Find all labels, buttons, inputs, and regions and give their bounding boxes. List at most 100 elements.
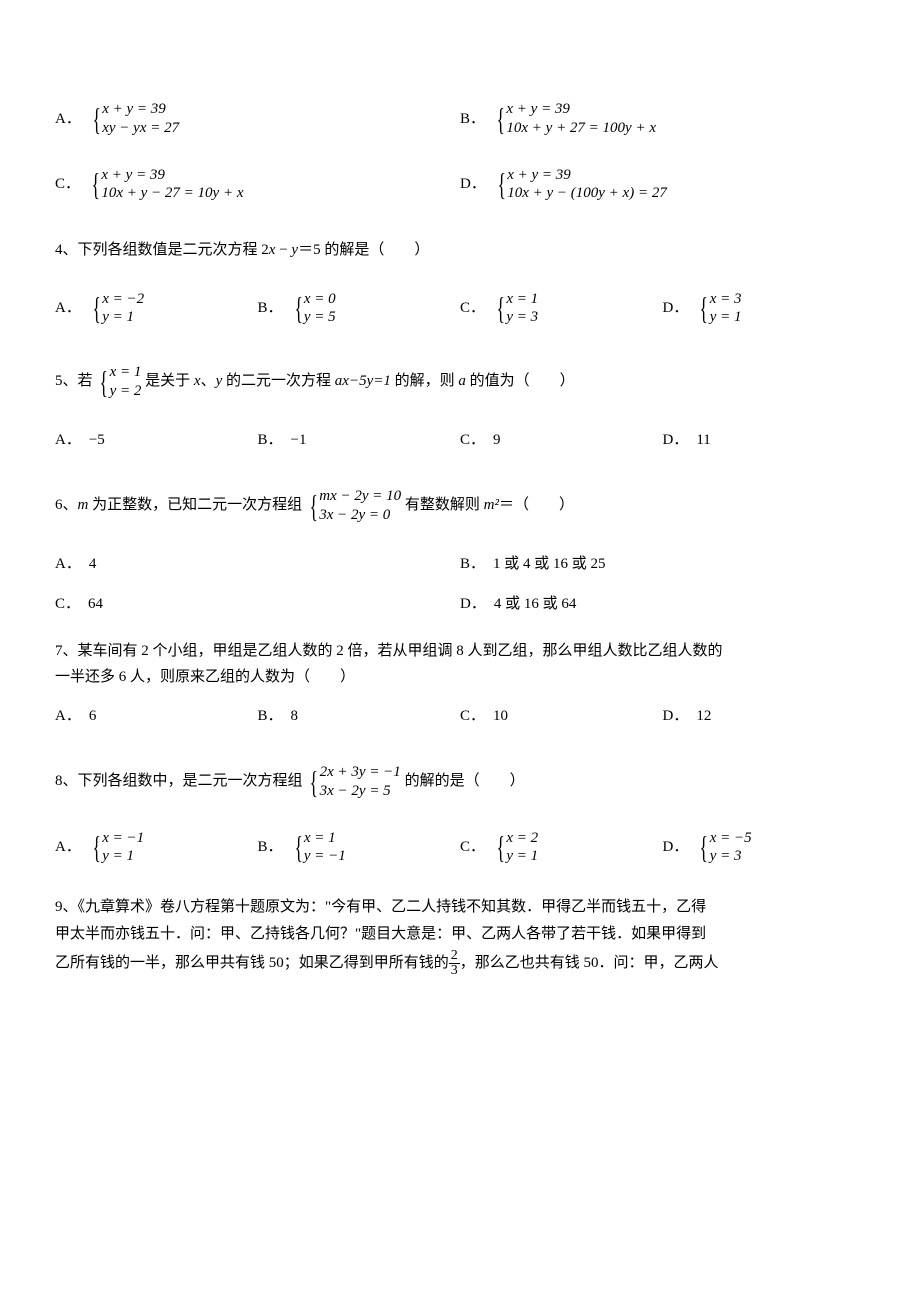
text: 4、下列各组数值是二元次方程 2 — [55, 242, 269, 258]
text-line: 乙所有钱的一半，那么甲共有钱 50；如果乙得到甲所有钱的23，那么乙也共有钱 5… — [55, 949, 865, 978]
q8-option-d: D． {x = −5y = 3 — [663, 829, 866, 867]
brace-icon: { — [496, 100, 504, 138]
option-label: A． — [55, 553, 81, 576]
q8-option-a: A． {x = −1y = 1 — [55, 829, 258, 867]
q3-option-c: C． { x + y = 39 10x + y − 27 = 10y + x — [55, 166, 460, 204]
q6-option-b: B．1 或 4 或 16 或 25 — [460, 553, 865, 576]
q3-options-row1: A． { x + y = 39 xy − yx = 27 B． { x + y … — [55, 100, 865, 138]
eq-line: 10x + y − 27 = 10y + x — [101, 184, 243, 203]
eq-line: x = 1 — [110, 363, 142, 382]
q6-options-row1: A． 4 B．1 或 4 或 16 或 25 — [55, 553, 865, 576]
equation-system: {x = −2y = 1 — [89, 290, 144, 328]
fraction: 23 — [449, 949, 460, 978]
eq-line: x + y = 39 — [101, 166, 243, 185]
eq-line: xy − yx = 27 — [102, 119, 179, 138]
eq-line: x + y = 39 — [506, 100, 656, 119]
q4-option-a: A． {x = −2y = 1 — [55, 290, 258, 328]
eq-line: x + y = 39 — [102, 100, 179, 119]
option-value: 12 — [696, 705, 711, 728]
option-value: 4 — [89, 553, 97, 576]
text: ，那么乙也共有钱 50．问：甲，乙两人 — [460, 955, 719, 971]
equation-system: {x = 1y = 2 — [96, 363, 141, 401]
option-label: D． — [663, 429, 689, 452]
brace-icon: { — [92, 100, 100, 138]
option-label: B． — [258, 705, 283, 728]
text: 是关于 — [145, 373, 194, 389]
eq-line: 2x + 3y = −1 — [320, 763, 401, 782]
q8-option-c: C． {x = 2y = 1 — [460, 829, 663, 867]
q6-options-row2: C．64 D．4 或 16 或 64 — [55, 593, 865, 616]
brace-icon: { — [496, 290, 504, 328]
option-label: D． — [663, 297, 689, 320]
eq-line: y = 3 — [710, 847, 752, 866]
text-line: 9、《九章算术》卷八方程第十题原文为："今有甲、乙二人持钱不知其数．甲得乙半而钱… — [55, 896, 865, 919]
var: a — [458, 373, 466, 389]
equation-system: {mx − 2y = 103x − 2y = 0 — [306, 487, 401, 525]
q6-option-c: C．64 — [55, 593, 460, 616]
q4-options: A． {x = −2y = 1 B． {x = 0y = 5 C． {x = 1… — [55, 290, 865, 328]
text: 的解的是（ ） — [405, 773, 525, 789]
denominator: 3 — [449, 964, 460, 978]
q7-option-a: A．6 — [55, 705, 258, 728]
equation-system: {x = 2y = 1 — [493, 829, 538, 867]
option-label: D． — [460, 173, 486, 196]
text-line: 7、某车间有 2 个小组，甲组是乙组人数的 2 倍，若从甲组调 8 人到乙组，那… — [55, 640, 865, 663]
option-value: 10 — [493, 705, 508, 728]
option-label: B． — [258, 297, 283, 320]
option-value: 9 — [493, 429, 501, 452]
expr: m² — [484, 497, 499, 513]
text: 5、若 — [55, 373, 93, 389]
option-value: 11 — [696, 429, 710, 452]
q7-stem: 7、某车间有 2 个小组，甲组是乙组人数的 2 倍，若从甲组调 8 人到乙组，那… — [55, 640, 865, 689]
text-line: 甲太半而亦钱五十．问：甲、乙持钱各几何？"题目大意是：甲、乙两人各带了若干钱．如… — [55, 923, 865, 946]
q9-stem: 9、《九章算术》卷八方程第十题原文为："今有甲、乙二人持钱不知其数．甲得乙半而钱… — [55, 896, 865, 978]
option-label: D． — [663, 705, 689, 728]
q5-option-b: B．−1 — [258, 429, 461, 452]
eq-line: 3x − 2y = 5 — [320, 782, 401, 801]
eq-line: y = 1 — [506, 847, 538, 866]
q4-option-d: D． {x = 3y = 1 — [663, 290, 866, 328]
q3-option-b: B． { x + y = 39 10x + y + 27 = 100y + x — [460, 100, 865, 138]
option-label: C． — [55, 173, 80, 196]
option-label: C． — [460, 705, 485, 728]
q7-option-c: C． 10 — [460, 705, 663, 728]
equation-system: { x + y = 39 10x + y + 27 = 100y + x — [493, 100, 656, 138]
q4-option-c: C． {x = 1y = 3 — [460, 290, 663, 328]
equation-system: {x = 3y = 1 — [696, 290, 741, 328]
eq-line: y = −1 — [304, 847, 346, 866]
eq-line: y = 3 — [506, 308, 538, 327]
text: 为正整数，已知二元一次方程组 — [88, 497, 302, 513]
q7-options: A．6 B．8 C． 10 D． 12 — [55, 705, 865, 728]
option-label: D． — [460, 593, 486, 616]
option-value: −1 — [291, 429, 307, 452]
eq-line: 10x + y + 27 = 100y + x — [506, 119, 656, 138]
brace-icon: { — [294, 829, 302, 867]
option-label: A． — [55, 836, 81, 859]
text: 有整数解则 — [405, 497, 484, 513]
q5-option-c: C． 9 — [460, 429, 663, 452]
eq-line: x = 2 — [506, 829, 538, 848]
q6-option-a: A． 4 — [55, 553, 460, 576]
q7-option-b: B．8 — [258, 705, 461, 728]
q4-option-b: B． {x = 0y = 5 — [258, 290, 461, 328]
text: − — [275, 242, 291, 258]
text: 6、 — [55, 497, 78, 513]
eq-line: 3x − 2y = 0 — [319, 506, 401, 525]
brace-icon: { — [92, 829, 100, 867]
text: ＝5 的解是（ ） — [298, 242, 429, 258]
eq-line: 10x + y − (100y + x) = 27 — [507, 184, 667, 203]
equation-system: {x = −1y = 1 — [89, 829, 144, 867]
q6-option-d: D．4 或 16 或 64 — [460, 593, 865, 616]
eq-line: mx − 2y = 10 — [319, 487, 401, 506]
brace-icon: { — [92, 290, 100, 328]
eq-line: y = 1 — [710, 308, 742, 327]
option-label: C． — [460, 297, 485, 320]
var: m — [78, 497, 89, 513]
text: 、 — [201, 373, 216, 389]
eq-line: y = 5 — [304, 308, 336, 327]
expr: ax−5y=1 — [335, 373, 391, 389]
q8-options: A． {x = −1y = 1 B． {x = 1y = −1 C． {x = … — [55, 829, 865, 867]
q5-option-a: A．−5 — [55, 429, 258, 452]
option-label: C． — [55, 593, 80, 616]
option-label: C． — [460, 429, 485, 452]
